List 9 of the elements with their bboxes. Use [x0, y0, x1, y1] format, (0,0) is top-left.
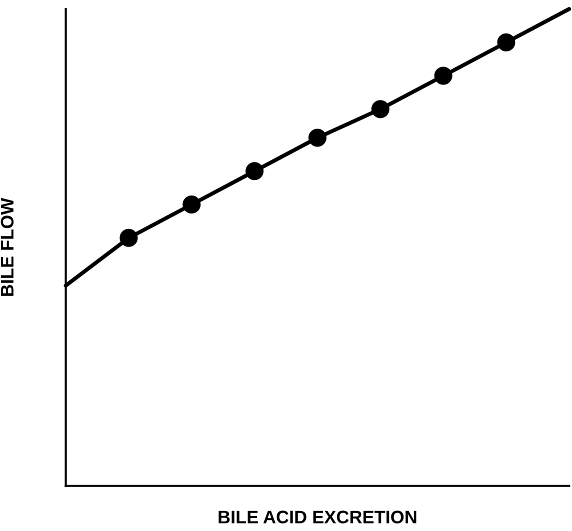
- point: [434, 66, 452, 85]
- point: [246, 162, 264, 180]
- x-axis-title: BILE ACID EXCRETION: [218, 510, 416, 524]
- point: [497, 33, 516, 52]
- point: [371, 100, 390, 118]
- y-axis-title: BILE FLOW: [0, 198, 14, 296]
- point: [182, 196, 201, 214]
- point: [120, 228, 138, 247]
- point: [308, 128, 326, 147]
